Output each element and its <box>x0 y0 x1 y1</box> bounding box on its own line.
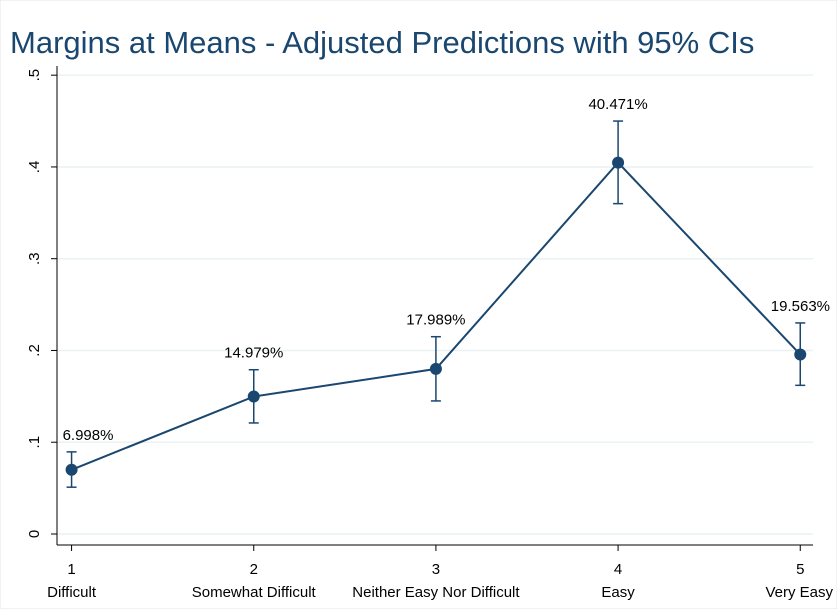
y-tick-label: .2 <box>26 344 43 357</box>
value-label: 14.979% <box>224 345 283 362</box>
point <box>612 156 625 169</box>
y-tick-label: .5 <box>26 69 43 82</box>
x-tick-label: 3 <box>432 561 440 578</box>
value-label: 17.989% <box>406 312 465 329</box>
value-label: 6.998% <box>63 427 114 444</box>
y-tick-label: .1 <box>26 436 43 449</box>
category-label: Easy <box>601 584 635 601</box>
value-label: 19.563% <box>771 298 830 315</box>
x-tick-label: 4 <box>614 561 622 578</box>
y-tick-label: .3 <box>26 252 43 265</box>
x-tick-label: 5 <box>796 561 804 578</box>
y-tick-label: 0 <box>26 530 43 538</box>
category-label: Somewhat Difficult <box>192 584 317 601</box>
y-tick-label: .4 <box>26 161 43 174</box>
category-label: Very Easy <box>765 584 833 601</box>
x-tick-label: 2 <box>250 561 258 578</box>
x-tick-label: 1 <box>67 561 75 578</box>
category-label: Neither Easy Nor Difficult <box>352 584 520 601</box>
value-label: 40.471% <box>588 96 647 113</box>
point <box>65 463 78 476</box>
point <box>429 362 442 375</box>
point <box>247 390 260 403</box>
category-label: Difficult <box>47 584 97 601</box>
point <box>794 348 807 361</box>
chart-title: Margins at Means - Adjusted Predictions … <box>10 25 754 60</box>
